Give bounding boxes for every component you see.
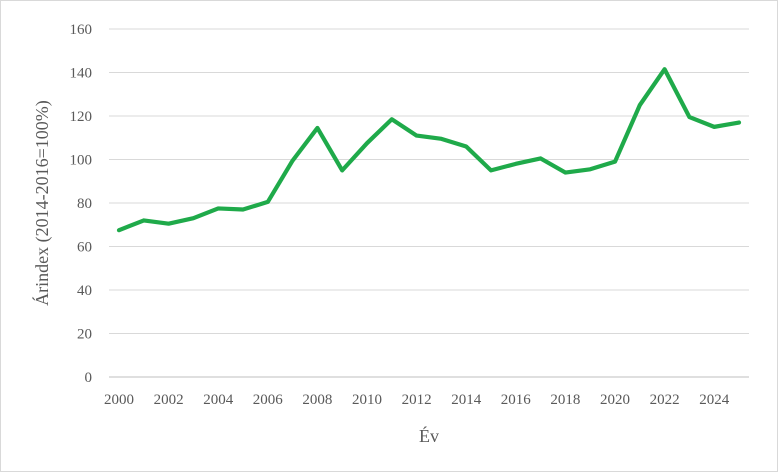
x-tick-label: 2014	[451, 392, 482, 408]
y-tick-label: 100	[70, 153, 93, 169]
y-tick-label: 140	[70, 66, 93, 82]
x-tick-label: 2016	[501, 392, 532, 408]
x-tick-label: 2018	[550, 392, 580, 408]
y-tick-label: 60	[77, 240, 92, 256]
series-line	[116, 67, 742, 233]
y-axis-title: Árindex (2014-2016=100%)	[31, 100, 53, 306]
x-tick-label: 2002	[154, 392, 184, 408]
y-axis-ticks: 0 20 40 60 80 100 120 140 160	[70, 22, 93, 386]
x-tick-label: 2010	[352, 392, 382, 408]
x-tick-label: 2006	[253, 392, 284, 408]
x-tick-label: 2024	[699, 392, 730, 408]
y-tick-label: 160	[70, 22, 93, 38]
y-tick-label: 80	[77, 196, 92, 212]
x-axis-title: Év	[419, 425, 439, 446]
y-tick-label: 0	[85, 370, 93, 386]
x-axis-ticks: 2000 2002 2004 2006 2008 2010 2012 2014 2016 2018…	[104, 392, 730, 408]
x-tick-label: 2004	[203, 392, 234, 408]
y-tick-label: 40	[77, 283, 92, 299]
x-tick-label: 2000	[104, 392, 134, 408]
x-tick-label: 2022	[650, 392, 680, 408]
series-layer	[116, 67, 742, 233]
x-tick-label: 2008	[302, 392, 332, 408]
y-tick-label: 120	[70, 109, 93, 125]
y-tick-label: 20	[77, 327, 92, 343]
x-tick-label: 2020	[600, 392, 630, 408]
grid-layer	[109, 28, 749, 378]
x-tick-label: 2012	[402, 392, 432, 408]
